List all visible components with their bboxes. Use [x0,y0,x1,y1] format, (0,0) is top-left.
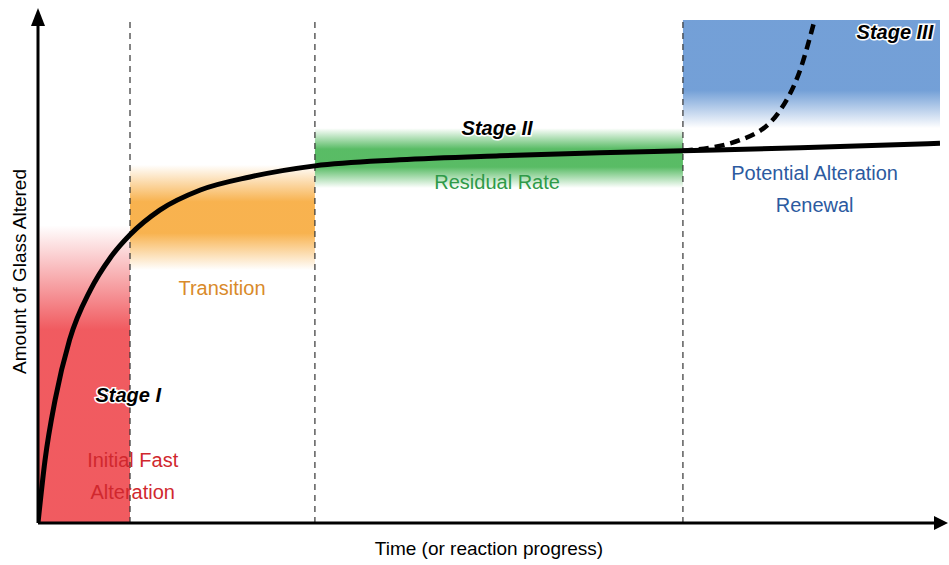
svg-text:Initial Fast: Initial Fast [87,449,179,471]
svg-text:Stage III: Stage III [857,21,934,43]
svg-text:Stage II: Stage II [462,117,534,139]
svg-text:Transition: Transition [178,277,265,299]
svg-text:Amount of Glass Altered: Amount of Glass Altered [9,169,30,374]
svg-text:Time (or reaction progress): Time (or reaction progress) [375,538,603,559]
svg-text:Alteration: Alteration [90,481,175,503]
svg-text:Stage I: Stage I [95,384,161,406]
svg-text:Potential Alteration: Potential Alteration [731,162,898,184]
svg-text:Residual Rate: Residual Rate [434,171,560,193]
svg-text:Renewal: Renewal [776,194,854,216]
